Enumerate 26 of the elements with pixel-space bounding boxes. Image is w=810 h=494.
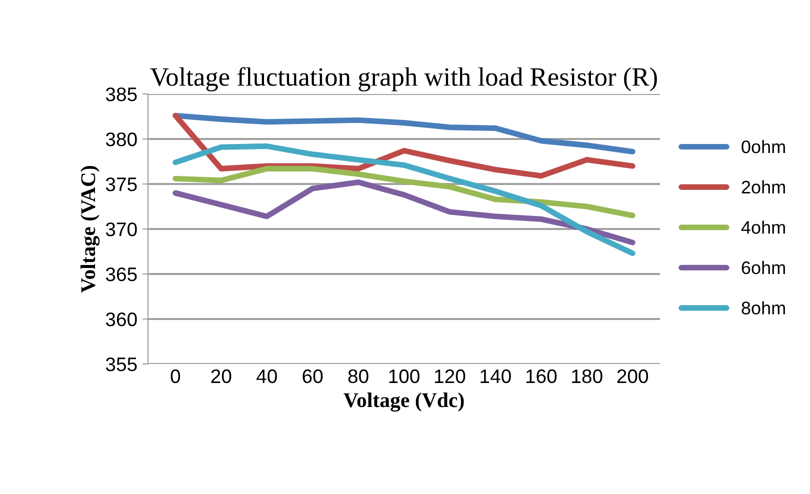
legend-label: 0ohm [742, 140, 785, 154]
legend-label: 2ohm [742, 180, 785, 194]
x-tick-label: 100 [389, 369, 420, 384]
x-tick-label: 0 [170, 369, 180, 384]
y-tick-label: 375 [106, 177, 137, 192]
y-tick-label: 360 [106, 312, 137, 326]
x-tick-label: 60 [302, 369, 323, 384]
legend-label: 8ohm [742, 301, 785, 314]
x-tick-label: 20 [211, 369, 232, 384]
y-tick-label: 370 [106, 222, 137, 236]
y-tick-label: 380 [106, 132, 137, 146]
x-tick-label: 80 [348, 369, 368, 384]
x-tick-label: 120 [434, 369, 466, 384]
chart-title: Voltage fluctuation graph with load Resistor (R) [150, 67, 657, 92]
y-tick-label: 355 [106, 357, 137, 372]
legend-label: 6ohm [742, 260, 785, 274]
y-tick-label: 365 [106, 267, 137, 282]
y-tick-label: 385 [106, 87, 137, 102]
legend-label: 4ohm [741, 220, 785, 234]
x-tick-label: 200 [617, 369, 648, 384]
x-axis-title: Voltage (Vdc) [344, 392, 464, 412]
x-tick-label: 140 [480, 369, 511, 384]
x-tick-label: 180 [572, 369, 602, 384]
x-tick-label: 160 [526, 369, 557, 384]
y-axis-title: Voltage (VAC) [80, 166, 100, 293]
x-tick-label: 40 [256, 369, 277, 384]
